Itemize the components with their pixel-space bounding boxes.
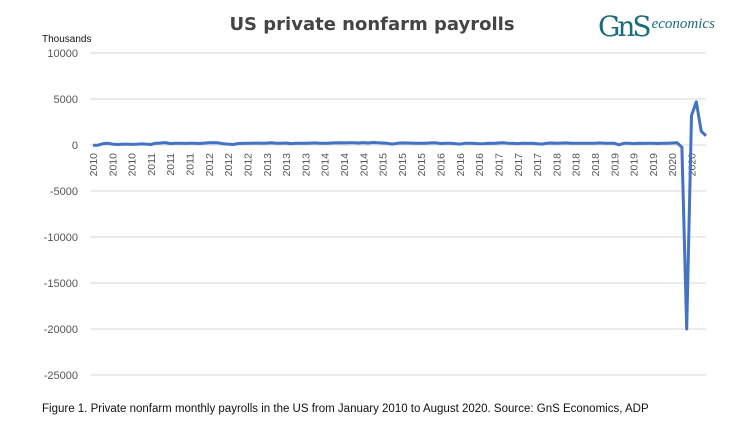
x-tick-label: 2019 [609, 153, 621, 177]
logo-word: economics [651, 16, 715, 32]
y-tick-label: 0 [72, 140, 78, 152]
y-tick-label: -20000 [44, 324, 78, 336]
x-tick-label: 2013 [300, 153, 312, 177]
x-tick-label: 2015 [397, 153, 409, 177]
x-tick-label: 2017 [532, 153, 544, 177]
x-tick-label: 2020 [667, 153, 679, 177]
y-tick-label: 10000 [47, 48, 78, 60]
x-tick-label: 2013 [281, 153, 293, 177]
x-tick-label: 2015 [378, 153, 390, 177]
x-tick-label: 2016 [455, 153, 467, 177]
y-axis-label: Thousands [42, 34, 91, 45]
x-tick-label: 2014 [320, 153, 332, 177]
x-tick-label: 2017 [493, 153, 505, 177]
x-tick-label: 2010 [127, 153, 139, 177]
y-tick-label: -15000 [44, 278, 78, 290]
x-tick-label: 2013 [262, 153, 274, 177]
x-tick-label: 2014 [339, 153, 351, 177]
figure-caption: Figure 1. Private nonfarm monthly payrol… [42, 403, 649, 415]
y-tick-label: -10000 [44, 232, 78, 244]
x-tick-label: 2019 [629, 153, 641, 177]
x-tick-label: 2012 [242, 153, 254, 177]
x-tick-label: 2016 [474, 153, 486, 177]
x-tick-label: 2018 [590, 153, 602, 177]
x-tick-label: 2010 [88, 153, 100, 177]
x-tick-label: 2011 [165, 153, 177, 176]
x-tick-label: 2011 [185, 153, 197, 176]
x-tick-label: 2020 [687, 153, 699, 177]
x-tick-label: 2015 [416, 153, 428, 177]
x-tick-label: 2018 [571, 153, 583, 177]
x-tick-label: 2012 [204, 153, 216, 177]
series-line [92, 100, 708, 331]
x-tick-label: 2017 [513, 153, 525, 177]
x-tick-label: 2018 [551, 153, 563, 177]
x-tick-label: 2010 [107, 153, 119, 177]
y-tick-label: -25000 [44, 370, 78, 382]
gns-logo: GnS economics [598, 10, 715, 43]
x-tick-label: 2016 [436, 153, 448, 177]
x-tick-label: 2019 [648, 153, 660, 177]
y-tick-label: 5000 [54, 94, 78, 106]
x-tick-label: 2011 [146, 153, 158, 176]
chart-title: US private nonfarm payrolls [229, 14, 514, 35]
x-tick-label: 2012 [223, 153, 235, 177]
x-tick-label: 2014 [358, 153, 370, 177]
logo-mark: GnS [598, 10, 652, 43]
y-tick-label: -5000 [50, 186, 78, 198]
